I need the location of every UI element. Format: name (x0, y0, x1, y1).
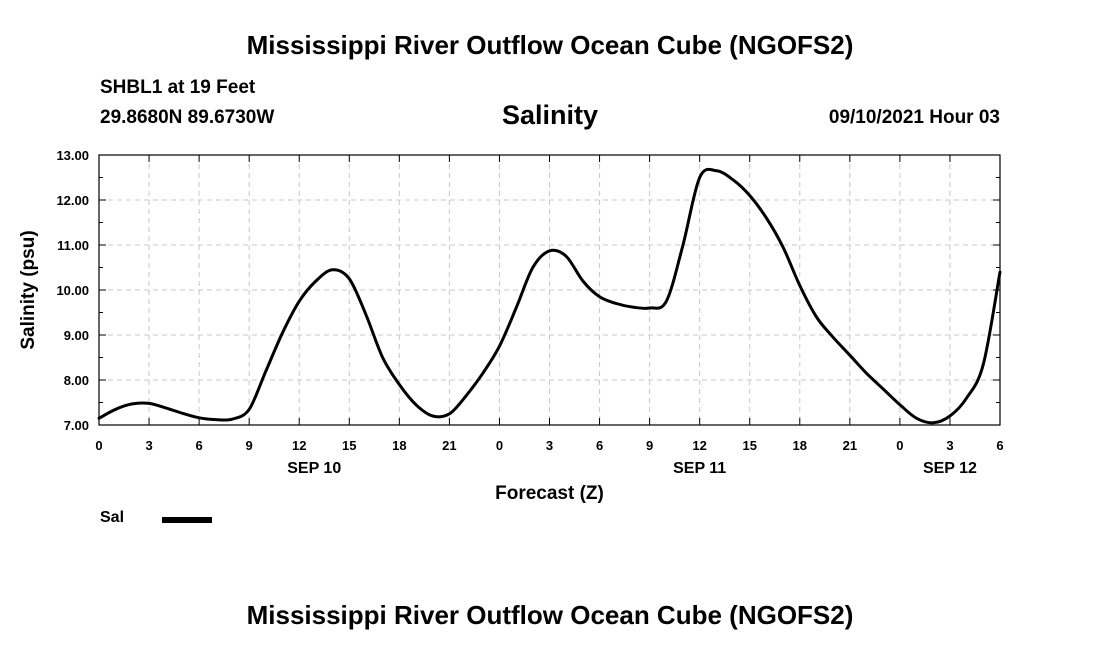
y-tick-label: 8.00 (64, 373, 89, 388)
x-tick-label: 21 (843, 438, 857, 453)
chart-title: Mississippi River Outflow Ocean Cube (NG… (246, 30, 854, 60)
x-tick-label: 6 (996, 438, 1003, 453)
footer-title: Mississippi River Outflow Ocean Cube (NG… (246, 600, 854, 630)
x-tick-label: 21 (442, 438, 456, 453)
y-tick-label: 12.00 (56, 193, 89, 208)
legend-label: Sal (100, 509, 125, 526)
coordinates-label: 29.8680N 89.6730W (100, 107, 275, 128)
y-tick-label: 9.00 (64, 328, 89, 343)
y-tick-label: 11.00 (57, 238, 89, 253)
legend-line-swatch (162, 517, 212, 523)
date-label: SEP 11 (673, 460, 726, 477)
x-tick-label: 3 (546, 438, 553, 453)
x-tick-label: 15 (742, 438, 756, 453)
series-line-sal (97, 167, 1002, 425)
x-tick-label: 9 (646, 438, 653, 453)
date-label: SEP 12 (923, 460, 977, 477)
x-tick-label: 9 (246, 438, 253, 453)
grid (99, 155, 1000, 425)
forecast-datetime: 09/10/2021 Hour 03 (828, 107, 1000, 128)
x-tick-label: 6 (195, 438, 202, 453)
x-tick-label: 12 (692, 438, 706, 453)
x-tick-label: 12 (292, 438, 306, 453)
x-tick-label: 3 (946, 438, 953, 453)
y-tick-label: 7.00 (64, 418, 89, 433)
x-axis-title: Forecast (Z) (495, 483, 604, 504)
x-tick-label: 3 (145, 438, 152, 453)
date-label: SEP 10 (287, 460, 341, 477)
y-tick-label: 13.00 (56, 148, 89, 163)
series-layer (97, 167, 1002, 425)
x-tick-label: 15 (342, 438, 356, 453)
x-tick-label: 0 (95, 438, 102, 453)
y-axis-title: Salinity (psu) (18, 230, 39, 349)
y-tick-label: 10.00 (56, 283, 89, 298)
variable-title: Salinity (501, 100, 599, 130)
station-label: SHBL1 at 19 Feet (100, 77, 256, 98)
x-tick-label: 0 (896, 438, 903, 453)
plot-frame (98, 154, 1001, 426)
axes: 0 3 6 9 12 15 18 21 0 3 6 9 12 15 18 21 0 3 6 7.00 8.00 9.00 1… (18, 148, 1004, 504)
x-tick-label: 6 (596, 438, 603, 453)
x-tick-label: 18 (793, 438, 807, 453)
x-tick-label: 18 (392, 438, 406, 453)
x-tick-label: 0 (496, 438, 503, 453)
